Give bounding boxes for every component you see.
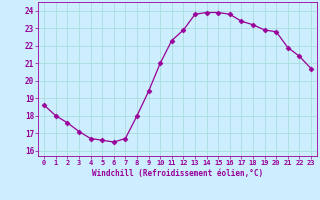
X-axis label: Windchill (Refroidissement éolien,°C): Windchill (Refroidissement éolien,°C) — [92, 169, 263, 178]
